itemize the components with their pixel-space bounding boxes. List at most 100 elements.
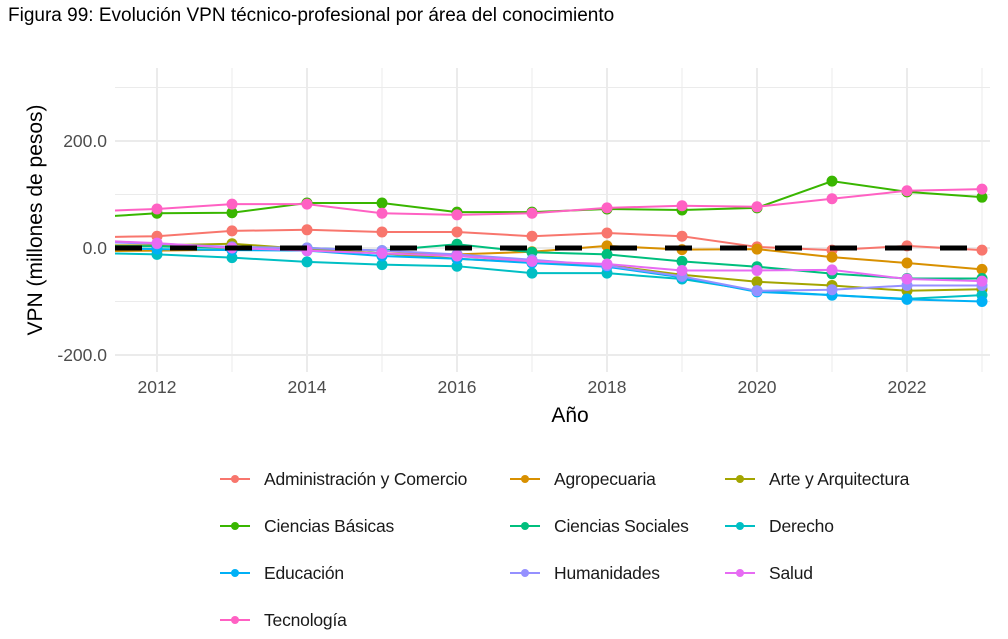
x-axis-label: Año	[551, 404, 588, 427]
data-point	[976, 263, 988, 275]
legend-key-icon	[220, 563, 250, 583]
data-point	[826, 251, 838, 263]
data-point	[826, 284, 838, 296]
legend-key-icon	[510, 516, 540, 536]
data-point	[376, 259, 388, 271]
legend-key-icon	[510, 563, 540, 583]
data-point	[901, 257, 913, 269]
legend-key-dot	[231, 522, 239, 530]
legend-label: Ciencias Básicas	[264, 515, 395, 536]
data-point	[226, 225, 238, 237]
legend-key-dot	[521, 569, 529, 577]
data-point	[976, 244, 988, 256]
y-tick-label: -200.0	[57, 345, 107, 365]
data-point	[601, 240, 613, 252]
data-point	[601, 258, 613, 270]
data-point	[226, 207, 238, 219]
data-point	[526, 267, 538, 279]
data-point	[451, 226, 463, 238]
series-salud	[115, 237, 988, 287]
legend-label: Humanidades	[554, 562, 660, 583]
data-point	[151, 203, 163, 215]
x-tick-label: 2018	[588, 377, 627, 397]
data-point	[451, 209, 463, 221]
data-point	[676, 264, 688, 276]
data-point	[376, 226, 388, 238]
legend-item: Ciencias Sociales	[510, 511, 689, 541]
legend-key-dot	[231, 475, 239, 483]
data-point	[826, 264, 838, 276]
legend-item: Ciencias Básicas	[220, 511, 394, 541]
legend-key-icon	[220, 516, 250, 536]
data-point	[751, 264, 763, 276]
data-point	[526, 230, 538, 242]
x-tick-label: 2022	[888, 377, 927, 397]
legend-label: Tecnología	[264, 609, 347, 630]
legend-key-dot	[231, 616, 239, 624]
data-point	[976, 191, 988, 203]
data-point	[751, 243, 763, 255]
data-point	[976, 275, 988, 287]
data-point	[901, 185, 913, 197]
legend-key-icon	[220, 610, 250, 630]
data-point	[151, 237, 163, 249]
legend-key-dot	[736, 475, 744, 483]
legend-key-dot	[521, 522, 529, 530]
legend-item: Tecnología	[220, 605, 347, 635]
data-point	[676, 255, 688, 267]
legend-label: Ciencias Sociales	[554, 515, 689, 536]
legend-key-dot	[231, 569, 239, 577]
data-point	[301, 198, 313, 210]
data-point	[601, 202, 613, 214]
data-point	[601, 227, 613, 239]
x-tick-label: 2020	[738, 377, 777, 397]
data-point	[376, 247, 388, 259]
data-point	[526, 255, 538, 267]
y-tick-label: 200.0	[63, 131, 107, 151]
y-axis-label: VPN (millones de pesos)	[24, 104, 47, 335]
series-group	[115, 175, 988, 307]
legend-key-icon	[725, 516, 755, 536]
data-point	[301, 256, 313, 268]
data-point	[676, 200, 688, 212]
data-point	[601, 248, 613, 260]
legend-key-dot	[521, 475, 529, 483]
legend-label: Salud	[769, 562, 813, 583]
legend-label: Agropecuaria	[554, 468, 656, 489]
legend-label: Administración y Comercio	[264, 468, 468, 489]
data-point	[301, 224, 313, 236]
legend-item: Salud	[725, 558, 813, 588]
data-point	[451, 250, 463, 262]
data-point	[826, 193, 838, 205]
legend-key-dot	[736, 569, 744, 577]
series-tecnologia	[115, 183, 988, 221]
data-point	[976, 183, 988, 195]
legend-key-dot	[736, 522, 744, 530]
legend-key-icon	[725, 563, 755, 583]
data-point	[526, 207, 538, 219]
x-tick-label: 2012	[138, 377, 177, 397]
data-point	[901, 273, 913, 285]
legend-item: Administración y Comercio	[220, 464, 467, 494]
chart-title: Figura 99: Evolución VPN técnico-profesi…	[8, 5, 615, 26]
data-point	[901, 293, 913, 305]
legend-item: Derecho	[725, 511, 834, 541]
legend-item: Agropecuaria	[510, 464, 656, 494]
data-point	[751, 285, 763, 297]
axes-group: 200.0 0.0 -200.0 2012 2014 2016 2018 2020 2022	[57, 131, 926, 397]
y-tick-label: 0.0	[83, 238, 108, 258]
legend-label: Educación	[264, 562, 344, 583]
legend-label: Arte y Arquitectura	[769, 468, 910, 489]
data-point	[751, 276, 763, 288]
legend-item: Humanidades	[510, 558, 660, 588]
legend-key-icon	[510, 469, 540, 489]
x-tick-label: 2014	[288, 377, 327, 397]
line-chart: 200.0 0.0 -200.0 2012 2014 2016 2018 2020 2022 V…	[24, 68, 990, 427]
legend-item: Arte y Arquitectura	[725, 464, 909, 494]
data-point	[376, 197, 388, 209]
data-point	[226, 198, 238, 210]
legend-key-icon	[220, 469, 250, 489]
data-point	[751, 201, 763, 213]
legend-label: Derecho	[769, 515, 834, 536]
data-point	[976, 296, 988, 307]
